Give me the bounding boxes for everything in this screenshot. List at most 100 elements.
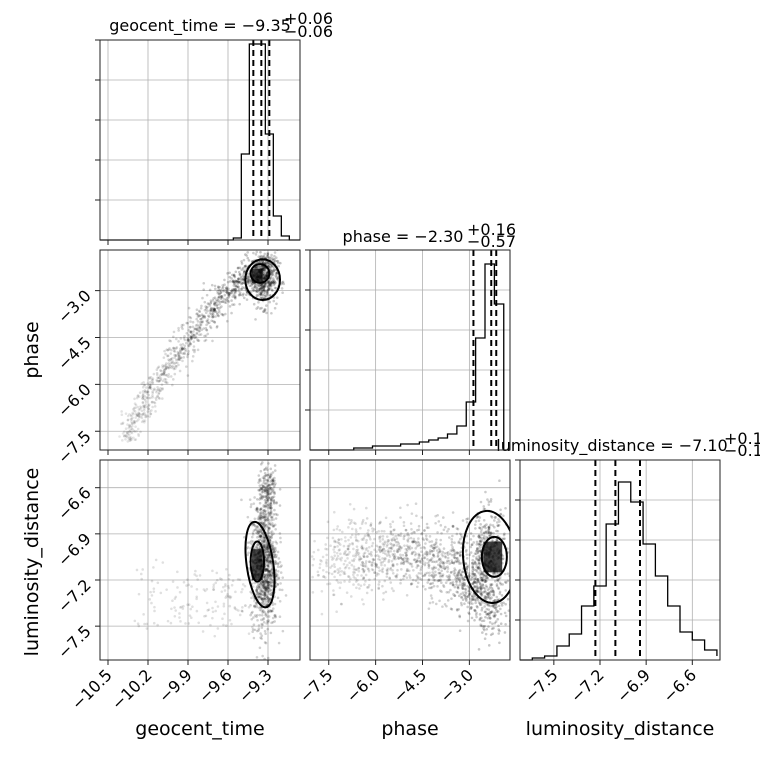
sample-point xyxy=(394,574,397,578)
sample-point xyxy=(269,560,273,564)
sample-point xyxy=(382,551,385,555)
sample-point xyxy=(253,614,257,617)
sample-point xyxy=(416,564,419,567)
sample-point xyxy=(441,560,445,564)
sample-point xyxy=(352,583,355,586)
sample-point xyxy=(391,572,395,575)
sample-point xyxy=(269,577,272,581)
sample-point xyxy=(264,601,268,604)
sample-point xyxy=(140,420,144,424)
sample-point xyxy=(262,505,265,508)
sample-point xyxy=(197,309,201,313)
sample-point xyxy=(485,607,489,611)
sample-point xyxy=(473,609,477,612)
sample-point xyxy=(368,535,372,539)
sample-point xyxy=(473,561,477,564)
sample-point xyxy=(483,589,487,593)
sample-point xyxy=(177,355,181,358)
sample-point xyxy=(124,433,127,437)
sample-point xyxy=(207,314,210,318)
sample-point xyxy=(188,614,192,617)
sample-point xyxy=(184,622,187,625)
sample-point xyxy=(500,594,504,597)
sample-point xyxy=(213,301,216,305)
xtick-label-luminosity_distance-2: −6.9 xyxy=(613,665,654,706)
sample-point xyxy=(425,526,429,529)
sample-point xyxy=(271,616,275,620)
sample-point xyxy=(230,311,233,315)
sample-point xyxy=(478,526,481,529)
sample-point xyxy=(269,576,273,580)
sample-point xyxy=(258,586,261,589)
sample-point xyxy=(267,496,271,499)
sample-point xyxy=(353,571,357,574)
sample-point xyxy=(211,569,214,573)
sample-point xyxy=(478,565,481,568)
sample-point xyxy=(141,413,144,416)
sample-point xyxy=(215,571,219,575)
sample-point xyxy=(198,329,202,333)
sample-point xyxy=(452,593,455,596)
sample-point xyxy=(272,513,276,516)
sample-point xyxy=(268,483,271,487)
sample-point xyxy=(347,575,350,578)
sample-point xyxy=(456,608,459,612)
sample-point xyxy=(215,304,219,307)
sample-point xyxy=(413,553,417,557)
sample-point xyxy=(269,531,273,535)
sample-point xyxy=(383,542,387,545)
sample-point xyxy=(243,535,246,539)
sample-point xyxy=(483,525,486,528)
sample-point xyxy=(127,430,131,433)
sample-point xyxy=(266,506,270,509)
sample-point xyxy=(271,280,274,283)
sample-point xyxy=(271,603,275,607)
sample-point xyxy=(486,616,490,620)
sample-point xyxy=(213,320,216,324)
sample-point xyxy=(388,576,391,580)
sample-point xyxy=(128,439,132,442)
sample-point xyxy=(400,568,403,571)
sample-point xyxy=(463,602,466,606)
sample-point xyxy=(254,266,257,269)
sample-point xyxy=(256,524,260,528)
sample-point xyxy=(405,557,408,561)
sample-point xyxy=(322,575,326,578)
sample-point xyxy=(205,319,209,323)
sample-point xyxy=(396,540,399,544)
sample-point xyxy=(364,548,368,551)
sample-point xyxy=(198,320,202,324)
sample-point xyxy=(260,491,264,494)
sample-point xyxy=(264,512,268,516)
grid-1-2 xyxy=(310,460,510,660)
sample-point xyxy=(489,611,493,615)
sample-point xyxy=(261,609,265,612)
sample-point xyxy=(263,586,266,590)
sample-point xyxy=(161,397,164,400)
sample-point xyxy=(482,590,486,594)
sample-point xyxy=(381,584,384,588)
sample-point xyxy=(152,621,156,625)
sample-point xyxy=(459,553,462,557)
sample-point xyxy=(354,555,357,558)
sample-point xyxy=(317,573,320,577)
sample-point xyxy=(225,296,229,300)
sample-point xyxy=(234,295,237,298)
sample-point xyxy=(352,565,356,568)
sample-point xyxy=(483,578,487,581)
sample-point xyxy=(268,589,272,592)
sample-point xyxy=(463,583,467,587)
sample-point xyxy=(259,250,262,254)
sample-point xyxy=(261,487,264,491)
sample-point xyxy=(487,528,491,532)
sample-point xyxy=(202,588,206,591)
sample-point xyxy=(132,409,136,412)
sample-point xyxy=(259,582,262,586)
sample-point xyxy=(472,581,475,585)
sample-point xyxy=(268,485,272,489)
sample-point xyxy=(268,557,272,561)
sample-point xyxy=(266,549,269,552)
sample-point xyxy=(259,606,263,610)
sample-point xyxy=(282,282,286,286)
sample-point xyxy=(138,413,141,416)
